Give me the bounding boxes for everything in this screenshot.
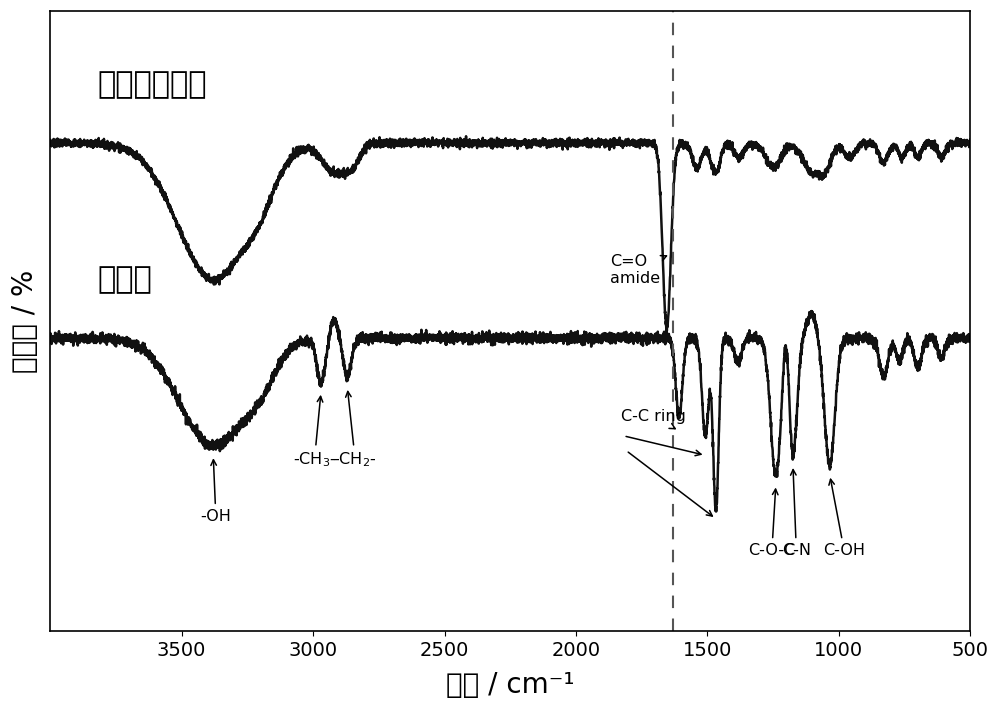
Text: C-C ring: C-C ring	[621, 409, 686, 429]
Text: C-O-C: C-O-C	[748, 489, 796, 558]
Text: C=O
amide: C=O amide	[610, 253, 667, 286]
Text: 原树脂: 原树脂	[98, 266, 152, 294]
Text: C-N: C-N	[782, 469, 811, 558]
Text: -CH$_3$-: -CH$_3$-	[293, 396, 336, 469]
Text: C-OH: C-OH	[823, 479, 865, 558]
Text: -CH$_2$-: -CH$_2$-	[333, 391, 377, 469]
Y-axis label: 透射率 / %: 透射率 / %	[11, 270, 39, 373]
Text: 油水分离材料: 油水分离材料	[98, 70, 207, 99]
X-axis label: 波长 / cm⁻¹: 波长 / cm⁻¹	[446, 671, 575, 699]
Text: -OH: -OH	[200, 460, 231, 524]
